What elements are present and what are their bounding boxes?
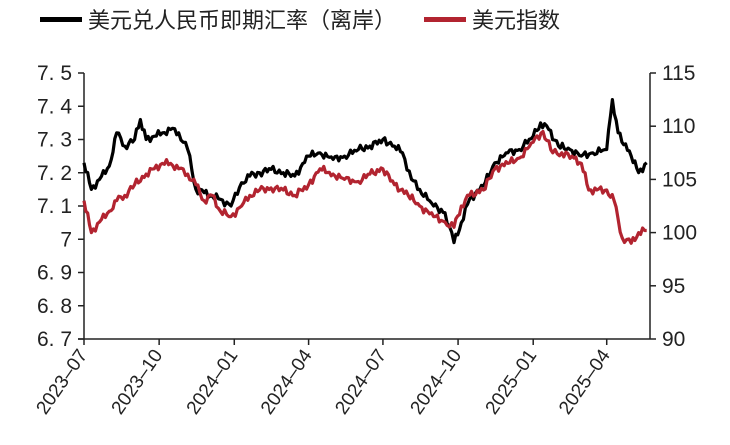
x-tick-label: 2024–01	[183, 346, 243, 419]
x-tick-label: 2023–07	[32, 346, 92, 419]
x-tick-label: 2024–04	[257, 345, 317, 418]
y-left-tick-label: 7. 2	[37, 162, 72, 185]
y-left-tick-label: 7. 1	[37, 195, 72, 218]
y-left-tick-label: 7. 5	[37, 62, 72, 85]
legend-item-usdcnh: 美元兑人民币即期汇率（离岸）	[40, 3, 396, 35]
x-tick-label: 2025–04	[555, 345, 615, 418]
x-tick-label: 2025–01	[482, 346, 542, 419]
chart-legend: 美元兑人民币即期汇率（离岸） 美元指数	[40, 4, 588, 34]
x-tick-label: 2024–10	[407, 346, 467, 419]
chart-axes: 6. 7 6. 8 6. 9 7 7. 1 7. 2 7. 3 7. 4 7. 5 90 95 100…	[32, 62, 697, 418]
y-left-tick-label: 6. 8	[37, 295, 72, 318]
x-tick-label: 2023–10	[108, 346, 168, 419]
y-left-tick-label: 7. 4	[37, 95, 72, 118]
y-left-tick-label: 6. 9	[37, 262, 72, 285]
series-dxy-line	[82, 129, 647, 245]
y-right-tick-label: 90	[662, 328, 685, 351]
y-right-tick-label: 110	[662, 115, 695, 138]
x-tick-label: 2024–07	[331, 346, 391, 419]
y-right-tick-label: 105	[662, 168, 697, 191]
legend-swatch-red	[424, 16, 467, 22]
y-right-tick-label: 95	[662, 275, 685, 298]
chart-series	[82, 98, 648, 245]
y-left-tick-label: 7	[60, 228, 72, 251]
y-left-tick-label: 6. 7	[37, 328, 72, 351]
legend-label-dxy: 美元指数	[472, 9, 561, 34]
y-left-tick-label: 7. 3	[37, 129, 72, 152]
y-right-tick-label: 100	[662, 222, 697, 245]
legend-swatch-black	[40, 16, 82, 22]
series-usdcnh-line	[82, 98, 648, 245]
legend-item-dxy: 美元指数	[424, 3, 560, 35]
legend-label-usdcnh: 美元兑人民币即期汇率（离岸）	[88, 9, 397, 34]
y-right-tick-label: 115	[662, 62, 695, 85]
